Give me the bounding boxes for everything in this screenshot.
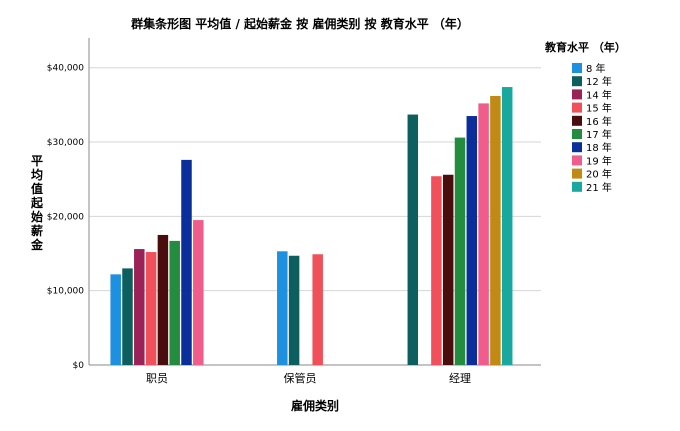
bar-2-5 bbox=[454, 137, 466, 365]
legend-label: 20 年 bbox=[586, 168, 612, 181]
legend-label: 19 年 bbox=[586, 154, 612, 167]
legend-label: 14 年 bbox=[586, 88, 612, 101]
legend-swatch bbox=[572, 76, 582, 87]
legend-label: 15 年 bbox=[586, 102, 612, 115]
y-tick-label: $30,000 bbox=[47, 138, 84, 148]
bar-0-5 bbox=[169, 240, 180, 365]
legend-swatch bbox=[572, 89, 582, 100]
legend-swatch bbox=[572, 181, 582, 192]
bar-0-0 bbox=[110, 274, 121, 365]
bar-2-8 bbox=[490, 95, 501, 365]
x-axis-label: 雇佣类别 bbox=[291, 398, 339, 413]
bar-1-0 bbox=[277, 251, 288, 365]
bar-0-1 bbox=[122, 268, 133, 365]
legend-swatch bbox=[572, 129, 582, 139]
legend-label: 17 年 bbox=[586, 128, 612, 141]
y-tick-label: $40,000 bbox=[47, 64, 84, 74]
chart-title: 群集条形图 平均值 / 起始薪金 按 雇佣类别 按 教育水平 （年） bbox=[130, 16, 469, 31]
y-tick-label: $20,000 bbox=[47, 212, 84, 222]
bar-2-6 bbox=[466, 116, 478, 365]
legend-swatch bbox=[572, 102, 582, 113]
bar-0-7 bbox=[193, 220, 204, 365]
legend-title: 教育水平 （年） bbox=[544, 40, 626, 54]
x-tick-label: 保管员 bbox=[284, 371, 317, 385]
legend-label: 18 年 bbox=[586, 141, 612, 154]
legend-swatch bbox=[572, 115, 582, 126]
bar-1-1 bbox=[288, 255, 300, 365]
legend-label: 21 年 bbox=[586, 181, 612, 194]
legend-label: 8 年 bbox=[586, 62, 606, 75]
bar-0-2 bbox=[134, 249, 145, 365]
bar-0-3 bbox=[145, 252, 157, 365]
legend-swatch bbox=[572, 142, 582, 153]
legend-label: 16 年 bbox=[586, 115, 612, 128]
y-axis-label: 平均值起始薪金 bbox=[30, 154, 44, 252]
x-tick-label: 经理 bbox=[449, 372, 471, 385]
bar-1-3 bbox=[312, 254, 323, 365]
y-tick-label: $0 bbox=[73, 361, 85, 371]
x-tick-label: 职员 bbox=[146, 372, 168, 385]
legend-swatch bbox=[572, 63, 582, 73]
bar-2-1 bbox=[407, 114, 419, 365]
y-tick-label: $10,000 bbox=[47, 287, 84, 297]
legend-swatch bbox=[572, 155, 582, 166]
bar-0-4 bbox=[157, 234, 169, 365]
bar-2-9 bbox=[501, 87, 513, 366]
legend-swatch bbox=[572, 168, 582, 179]
bar-2-3 bbox=[431, 176, 442, 365]
bar-0-6 bbox=[181, 159, 192, 365]
bar-2-4 bbox=[442, 174, 454, 365]
bar-2-7 bbox=[478, 103, 489, 366]
legend-label: 12 年 bbox=[586, 75, 612, 88]
